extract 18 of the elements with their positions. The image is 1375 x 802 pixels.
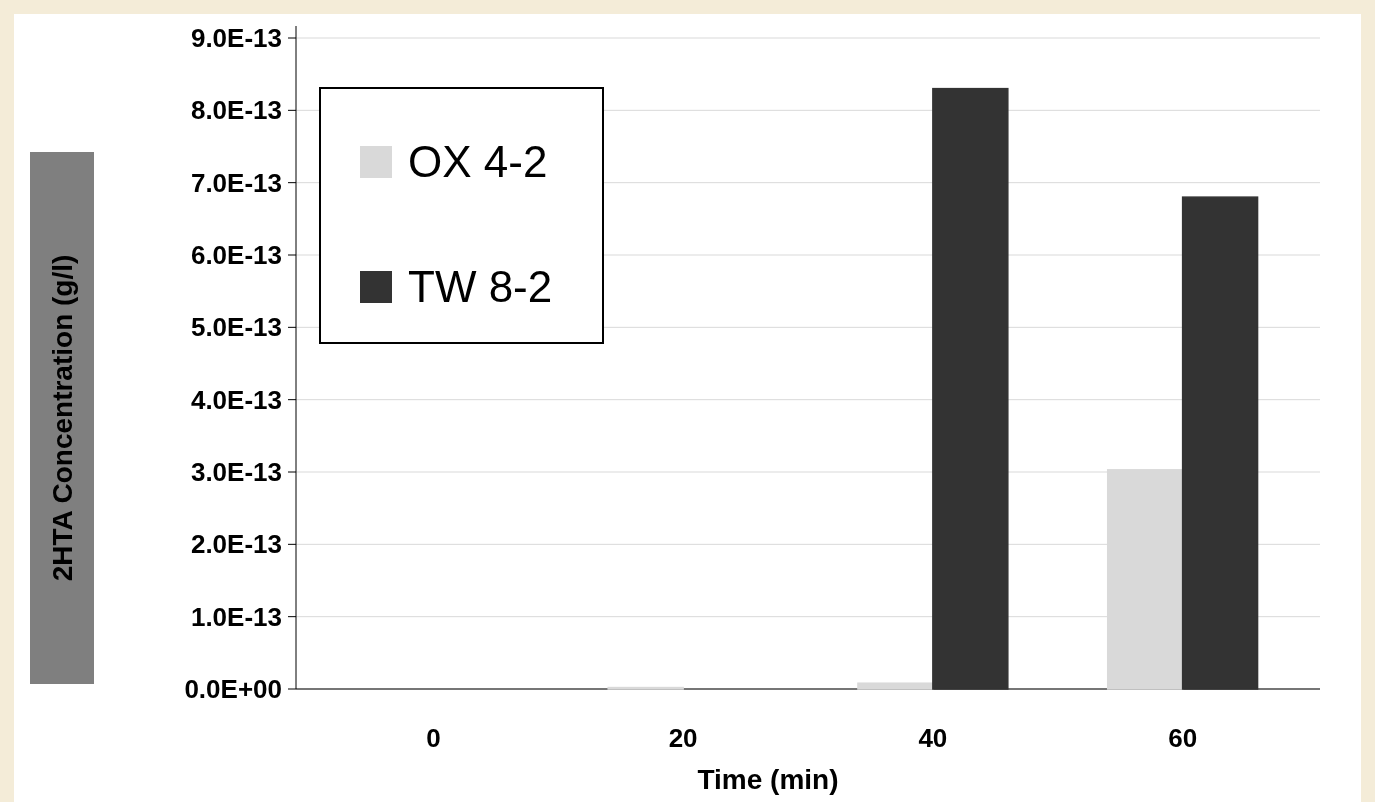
y-tick-label: 8.0E-13: [190, 95, 282, 126]
x-tick-label: 0: [426, 723, 441, 753]
y-tick-label: 4.0E-13: [190, 384, 282, 415]
x-tick-label: 40: [918, 723, 948, 753]
x-tick-label: 20: [668, 723, 698, 753]
y-tick-label: 6.0E-13: [190, 240, 282, 271]
y-axis-title: 2HTA Concentration (g/l): [47, 254, 78, 582]
y-tick-label: 2.0E-13: [190, 529, 282, 560]
legend-label: OX 4-2: [408, 137, 548, 187]
x-axis-title: Time (min): [697, 764, 839, 795]
y-tick-label: 0.0E+00: [184, 674, 282, 705]
y-tick-label: 3.0E-13: [190, 457, 282, 488]
y-tick-label: 1.0E-13: [190, 601, 282, 632]
legend-label: TW 8-2: [408, 262, 553, 312]
y-tick-label: 7.0E-13: [190, 167, 282, 198]
x-tick-label: 60: [1168, 723, 1198, 753]
y-tick-label: 5.0E-13: [190, 312, 282, 343]
y-tick-label: 9.0E-13: [190, 23, 282, 54]
